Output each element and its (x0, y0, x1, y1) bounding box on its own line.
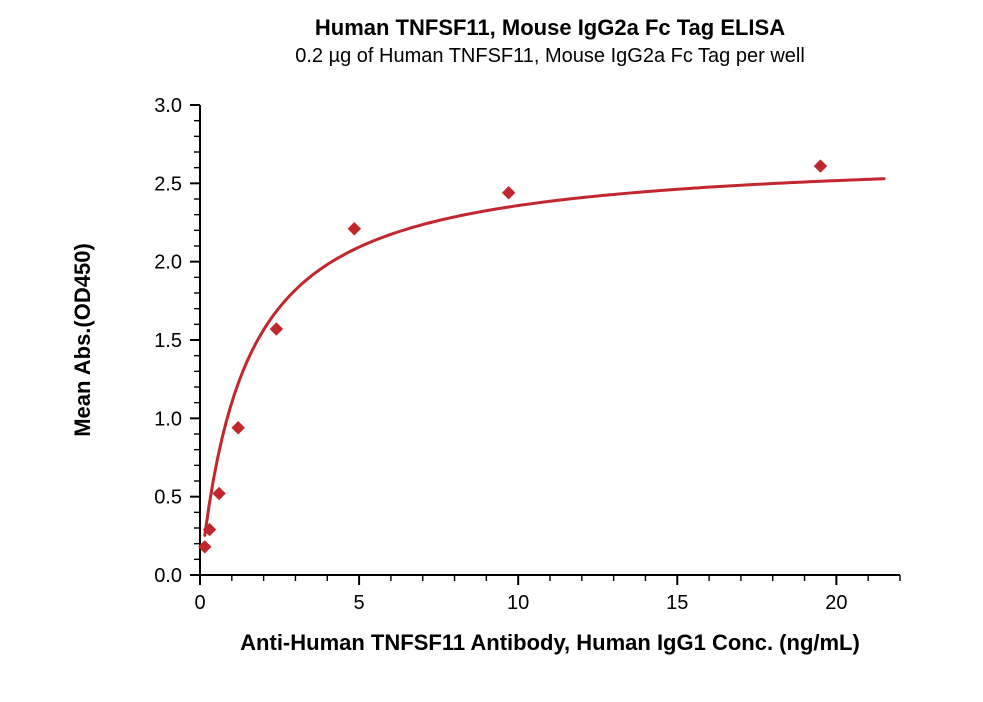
elisa-chart: Human TNFSF11, Mouse IgG2a Fc Tag ELISA … (0, 0, 983, 702)
fit-curve (205, 179, 884, 536)
x-axis-label: Anti-Human TNFSF11 Antibody, Human IgG1 … (240, 630, 860, 655)
chart-svg: Human TNFSF11, Mouse IgG2a Fc Tag ELISA … (0, 0, 983, 702)
data-points (199, 160, 827, 553)
y-tick-label: 2.0 (154, 252, 182, 274)
y-tick-label: 1.0 (154, 408, 182, 430)
y-axis-label: Mean Abs.(OD450) (70, 243, 95, 437)
data-point-marker (232, 422, 244, 434)
y-tick-label: 0.0 (154, 565, 182, 587)
axes: 0 5 10 15 20 0.0 0.5 1.0 1.5 2.0 2.5 3.0 (154, 95, 900, 614)
y-tick-label: 2.5 (154, 173, 182, 195)
y-tick-label: 1.5 (154, 330, 182, 352)
y-tick-label: 3.0 (154, 95, 182, 117)
chart-subtitle: 0.2 µg of Human TNFSF11, Mouse IgG2a Fc … (295, 45, 805, 67)
data-point-marker (213, 488, 225, 500)
data-point-marker (270, 323, 282, 335)
x-tick-label: 15 (666, 592, 688, 614)
x-tick-label: 10 (507, 592, 529, 614)
data-point-marker (503, 187, 515, 199)
y-tick-label: 0.5 (154, 487, 182, 509)
x-tick-label: 0 (194, 592, 205, 614)
chart-title: Human TNFSF11, Mouse IgG2a Fc Tag ELISA (315, 15, 785, 40)
data-point-marker (814, 160, 826, 172)
x-tick-label: 5 (354, 592, 365, 614)
x-tick-label: 20 (825, 592, 847, 614)
data-point-marker (348, 223, 360, 235)
